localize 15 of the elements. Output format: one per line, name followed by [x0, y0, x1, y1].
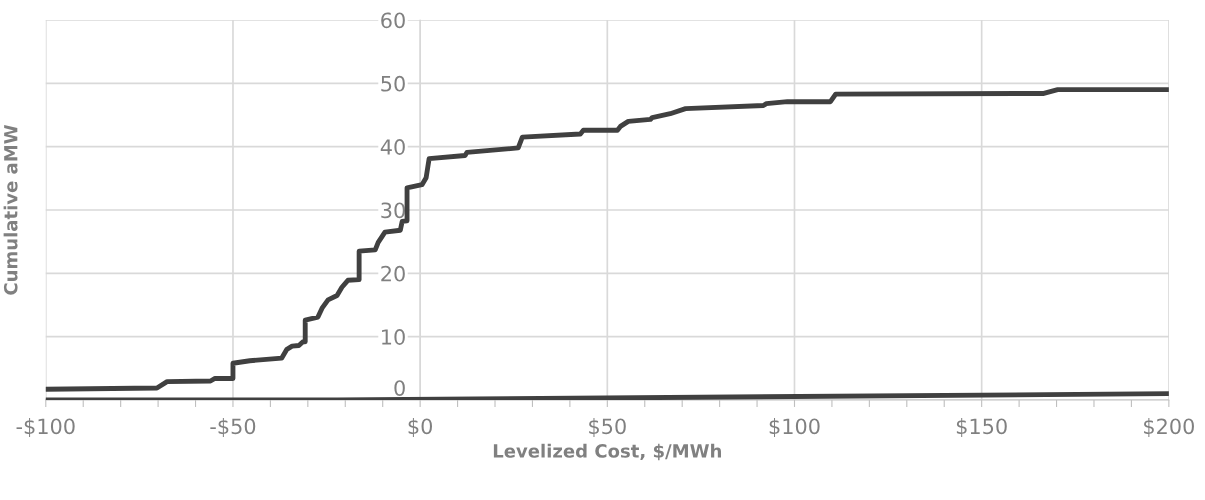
x-tick-label: $150	[956, 418, 1007, 437]
y-tick-label: 40	[380, 139, 405, 155]
y-tick-label: 0	[394, 380, 405, 396]
x-tick-label: -$100	[16, 418, 75, 437]
x-axis-title: Levelized Cost, $/MWh	[493, 443, 721, 461]
y-axis-title: Cumulative aMW	[3, 124, 18, 295]
x-tick-label: -$50	[210, 418, 256, 437]
x-tick-label: $50	[589, 418, 626, 437]
y-tick-label: 10	[382, 329, 405, 345]
x-tick-label: $200	[1144, 418, 1194, 437]
x-tick-label: $100	[769, 418, 820, 437]
y-tick-label: 20	[381, 265, 405, 282]
x-tick-label: $0	[408, 418, 433, 437]
y-tick-label: 60	[381, 12, 405, 29]
y-tick-label: 50	[381, 75, 405, 92]
